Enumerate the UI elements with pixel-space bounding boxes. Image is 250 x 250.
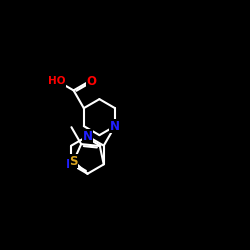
- Text: N: N: [82, 130, 92, 143]
- Text: HO: HO: [48, 76, 66, 86]
- Text: O: O: [86, 75, 96, 88]
- Text: N: N: [110, 120, 120, 133]
- Text: S: S: [69, 155, 78, 168]
- Text: N: N: [66, 158, 76, 171]
